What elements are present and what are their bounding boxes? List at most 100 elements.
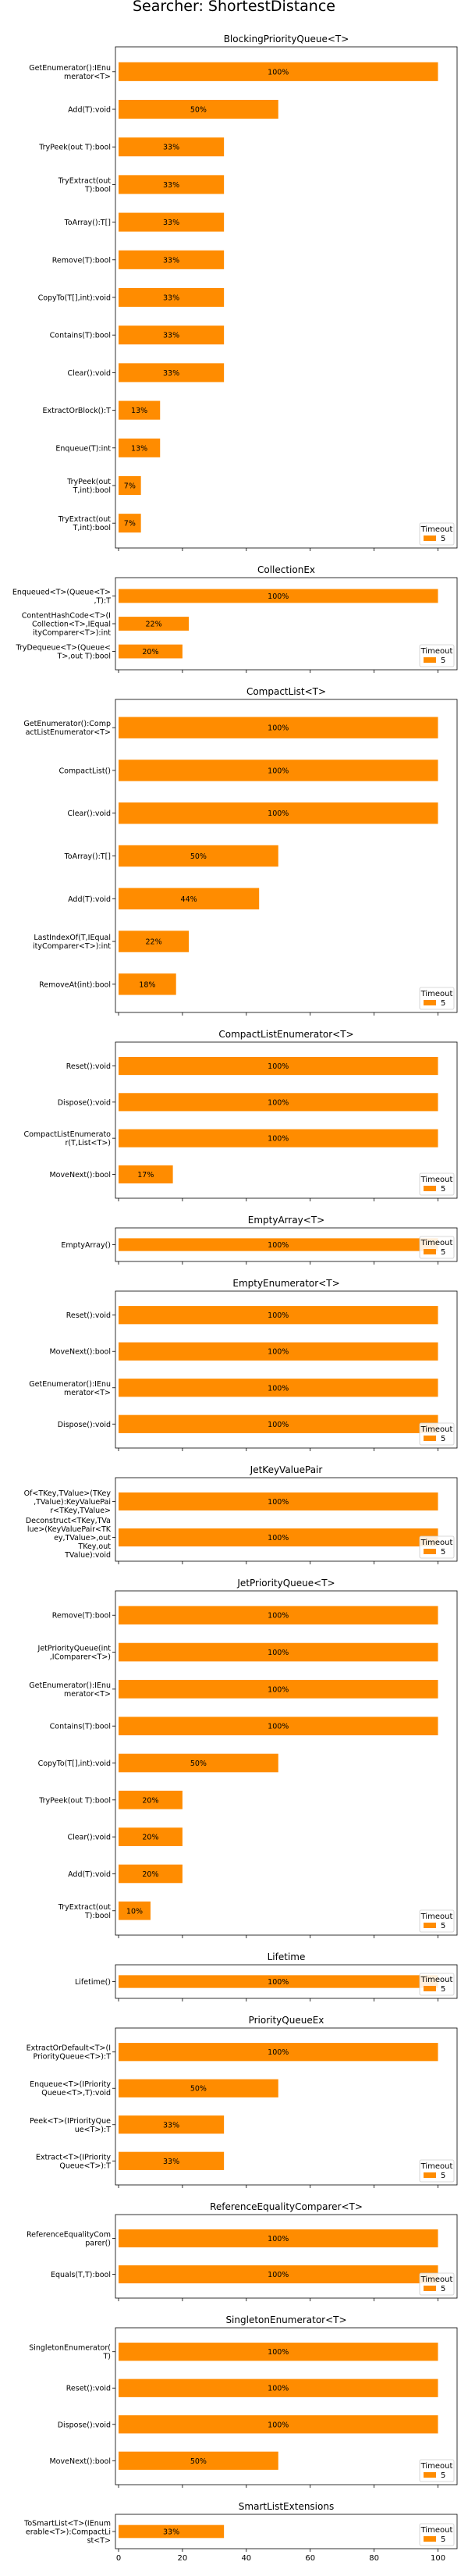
legend-swatch: [424, 2172, 436, 2178]
bar-value-label: 10%: [126, 1907, 143, 1916]
bar-value-label: 100%: [268, 592, 289, 601]
bar-value-label: 100%: [268, 1649, 289, 1657]
bar-value-label: 44%: [181, 895, 197, 904]
plot-frame: [115, 1590, 458, 1936]
chart-panel: SingletonEnumerator<T> 100% SingletonEnume…: [29, 2314, 458, 2488]
category-label: Enqueued<T>(Queue<T> ,T):T: [12, 588, 111, 605]
bar: [119, 212, 225, 232]
category-label: SingletonEnumerator(T): [29, 2344, 111, 2361]
bar: [119, 973, 176, 995]
bar-value-label: 50%: [190, 1759, 207, 1768]
bar-value-label: 100%: [268, 2348, 289, 2357]
bar-value-label: 33%: [163, 369, 179, 378]
bar: [119, 1165, 173, 1184]
category-label: ContentHashCode<T>(I Collection<T>,IEqual…: [22, 612, 112, 638]
bar-value-label: 50%: [190, 852, 207, 861]
chart-panel: BlockingPriorityQueue<T> 100% GetEnumerato…: [29, 34, 458, 551]
category-label: RemoveAt(int):bool: [39, 980, 111, 989]
legend-swatch: [424, 1986, 436, 1991]
bar: [119, 99, 278, 119]
bar-value-label: 100%: [268, 1498, 289, 1507]
category-label: Of<TKey,TValue>(TKey ,TValue):KeyValuePai…: [24, 1489, 112, 1515]
bar: [119, 1306, 438, 1325]
bar-value-label: 100%: [268, 1612, 289, 1621]
bar: [119, 400, 161, 420]
bar: [119, 2229, 438, 2247]
category-label: LastIndexOf(T,IEqual ityComparer<T>):int: [33, 934, 111, 951]
bar-value-label: 100%: [268, 2271, 289, 2279]
bar-value-label: 20%: [142, 648, 158, 656]
bar: [119, 1790, 183, 1809]
legend-title: Timeout: [420, 1912, 453, 1921]
bar-value-label: 100%: [268, 1723, 289, 1731]
plot-frame: [115, 2327, 458, 2485]
legend-label: 5: [441, 656, 445, 665]
category-label: TryPeek(out T):bool: [38, 144, 111, 152]
bar-value-label: 100%: [268, 1534, 289, 1542]
bar-value-label: 100%: [268, 1098, 289, 1107]
category-label: TryPeek(out T,int):bool: [66, 478, 111, 495]
bar-value-label: 22%: [145, 621, 161, 629]
legend-label: 5: [441, 1922, 445, 1930]
bar-value-label: 100%: [268, 68, 289, 76]
bar-value-label: 100%: [268, 1241, 289, 1250]
bar: [119, 1642, 438, 1662]
chart-panel: CompactListEnumerator<T> 100% Reset():void…: [23, 1029, 458, 1201]
legend-label: 5: [441, 2285, 445, 2293]
panel-title: Lifetime: [268, 1952, 306, 1962]
category-label: ToArray():T[]: [64, 852, 111, 861]
bar-value-label: 33%: [163, 181, 179, 190]
legend-label: 5: [441, 2471, 445, 2480]
category-label: ToArray():T[]: [64, 219, 111, 227]
legend-swatch: [424, 2472, 436, 2478]
plot-frame: [115, 1964, 458, 1999]
bar-value-label: 100%: [268, 1421, 289, 1429]
plot-frame: [115, 577, 458, 671]
legend-label: 5: [441, 1548, 445, 1557]
bar: [119, 1129, 438, 1147]
legend-title: Timeout: [420, 2275, 453, 2284]
bar: [119, 175, 225, 194]
bar: [119, 2379, 438, 2397]
bar-value-label: 20%: [142, 1834, 158, 1842]
chart-panel: JetPriorityQueue<T> 100% Remove(T):bool 100…: [29, 1578, 458, 1938]
legend-title: Timeout: [420, 990, 453, 998]
bar: [119, 287, 225, 308]
bar-value-label: 33%: [163, 256, 179, 265]
chart-panel: PriorityQueueEx 100% ExtractOrDefault<T>(I…: [27, 2015, 458, 2188]
x-tick-label: 20: [178, 2554, 188, 2563]
panel-title: SmartListExtensions: [239, 2501, 334, 2512]
category-label: Deconstruct<TKey,TVa lue>(KeyValuePair<TK…: [26, 1517, 112, 1560]
bar-value-label: 33%: [163, 144, 179, 152]
bar: [119, 2043, 438, 2062]
bar: [119, 1606, 438, 1625]
category-label: Clear():void: [67, 1834, 111, 1842]
category-label: JetPriorityQueue(int ,IComparer<T>): [37, 1645, 112, 1662]
bar: [119, 2151, 225, 2170]
chart-panel: SmartListExtensions 33% ToSmartList<T>(IEn…: [23, 2501, 458, 2563]
category-label: ReferenceEqualityCom parer(): [27, 2230, 111, 2247]
category-label: ExtractOrDefault<T>(I PriorityQueue<T>):T: [27, 2044, 112, 2062]
bar-value-label: 100%: [268, 809, 289, 818]
bar: [119, 62, 438, 81]
legend-swatch: [424, 1923, 436, 1928]
category-label: TryDequeue<T>(Queue< T>,out T):bool: [16, 644, 111, 661]
category-label: Dispose():void: [58, 1098, 111, 1107]
bar-value-label: 100%: [268, 1348, 289, 1357]
category-label: Enqueue<T>(IPriority Queue<T>,T):void: [30, 2080, 111, 2097]
panel-title: CollectionEx: [257, 564, 315, 575]
category-label: Reset():void: [66, 2385, 111, 2393]
category-label: TryExtract(out T):bool: [58, 1903, 111, 1920]
panel-title: CompactListEnumerator<T>: [218, 1029, 353, 1040]
legend-swatch: [424, 1186, 436, 1191]
bar: [119, 1901, 151, 1920]
chart-panel: JetKeyValuePair 100% Of<TKey,TValue>(TKey,…: [24, 1464, 458, 1564]
bar: [119, 617, 190, 631]
